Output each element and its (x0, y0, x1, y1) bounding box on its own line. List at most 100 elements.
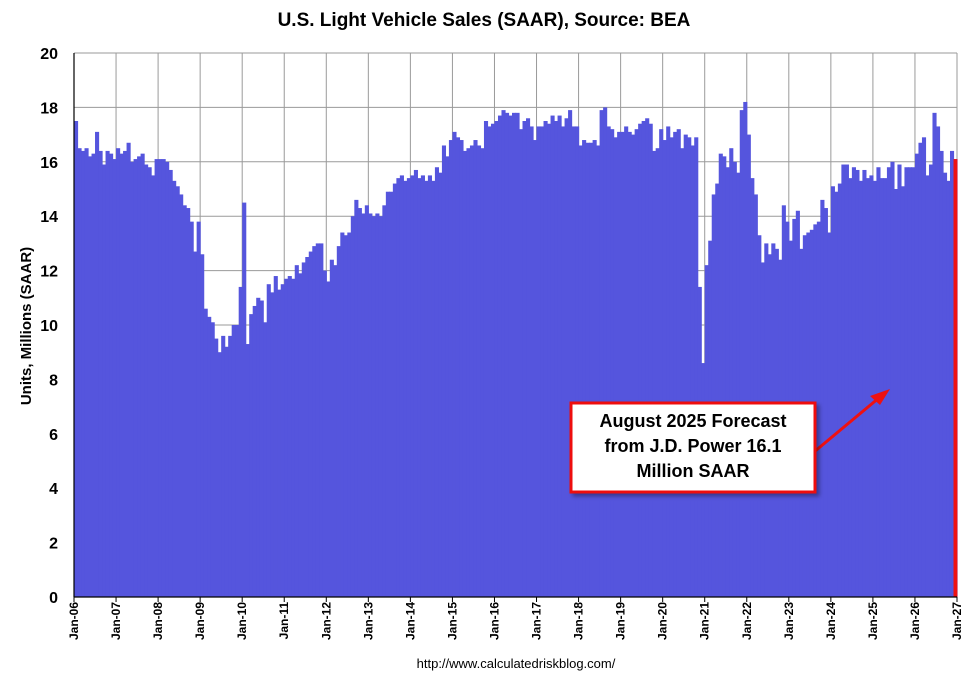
y-tick-label: 10 (40, 318, 58, 335)
x-tick-label: Jan-11 (277, 602, 291, 640)
bar (315, 243, 320, 597)
bar (837, 183, 842, 597)
bar (750, 178, 755, 597)
bar (596, 145, 601, 598)
bar (673, 131, 678, 597)
bar (448, 140, 454, 598)
bar (259, 300, 264, 597)
x-tick-label: Jan-08 (151, 602, 165, 640)
bar (424, 180, 429, 597)
bar (312, 246, 317, 597)
y-tick-label: 12 (40, 264, 58, 281)
bar (375, 213, 380, 598)
bar (462, 150, 468, 598)
bar (245, 344, 250, 597)
x-tick-label: Jan-20 (656, 602, 670, 640)
bar (694, 137, 699, 597)
forecast-bar-group (953, 159, 958, 597)
bar (659, 129, 664, 597)
bar (914, 153, 920, 597)
bar (81, 150, 86, 598)
bar (301, 262, 306, 597)
y-tick-labels: 0 2 4 6 8 10 12 14 16 18 20 (40, 46, 58, 607)
bar (928, 164, 934, 597)
bar (487, 126, 492, 597)
bar (469, 145, 475, 598)
bar (578, 145, 583, 598)
bar (105, 150, 110, 598)
bar (589, 142, 594, 597)
x-tick-label: Jan-06 (67, 602, 81, 640)
bar (364, 205, 369, 597)
bar (165, 161, 170, 598)
bar (568, 110, 573, 598)
bar (851, 167, 856, 598)
bar (336, 246, 341, 597)
y-tick-label: 4 (49, 481, 58, 498)
y-tick-label: 0 (49, 590, 58, 607)
bar (116, 148, 121, 597)
bar (925, 175, 930, 597)
bar (112, 159, 117, 597)
x-tick-label: Jan-12 (319, 602, 333, 640)
bar (98, 150, 103, 598)
bar (210, 322, 215, 597)
bar (452, 131, 457, 597)
y-tick-label: 6 (49, 427, 58, 444)
x-tick-label: Jan-21 (698, 602, 712, 640)
y-tick-label: 8 (49, 372, 58, 389)
bar (676, 129, 681, 597)
bar (725, 167, 730, 598)
bar (739, 110, 744, 598)
bar (561, 126, 566, 597)
bar (564, 118, 569, 597)
bar (175, 186, 180, 597)
bar (427, 175, 432, 597)
bar (130, 161, 135, 598)
y-tick-label: 20 (40, 46, 58, 63)
bar (638, 123, 643, 597)
bar (308, 251, 313, 597)
bar (263, 322, 268, 597)
bar (203, 308, 208, 597)
bar (869, 175, 874, 597)
bar (918, 142, 923, 597)
bar (144, 164, 149, 597)
x-tick-label: Jan-13 (361, 602, 375, 640)
bar (781, 205, 786, 597)
bar (270, 292, 275, 597)
bar (350, 216, 355, 597)
bar (228, 335, 233, 597)
bar (284, 278, 289, 597)
bar (946, 180, 951, 597)
bar (361, 213, 366, 598)
x-tick-label: Jan-19 (614, 602, 628, 640)
bar (610, 129, 615, 597)
bar (455, 137, 461, 597)
bar (613, 137, 618, 597)
bar (399, 175, 404, 597)
bar (900, 186, 906, 597)
bar (200, 254, 205, 597)
bar (939, 150, 944, 598)
bar (445, 156, 450, 598)
x-tick-label: Jan-17 (530, 602, 544, 640)
bar (217, 352, 222, 597)
bar (508, 115, 513, 597)
bar (193, 251, 198, 597)
bar (547, 123, 552, 597)
bar (119, 153, 124, 597)
bar (378, 216, 383, 597)
bar (645, 118, 650, 597)
bar (88, 156, 93, 598)
bar (603, 107, 608, 598)
bar (753, 194, 758, 597)
bar (298, 273, 303, 597)
bar (420, 175, 425, 597)
bar (848, 178, 853, 597)
bar (179, 194, 184, 597)
y-axis-label: Units, Millions (SAAR) (18, 247, 35, 405)
bar (389, 191, 394, 597)
bar (606, 126, 611, 597)
bar (74, 121, 79, 597)
